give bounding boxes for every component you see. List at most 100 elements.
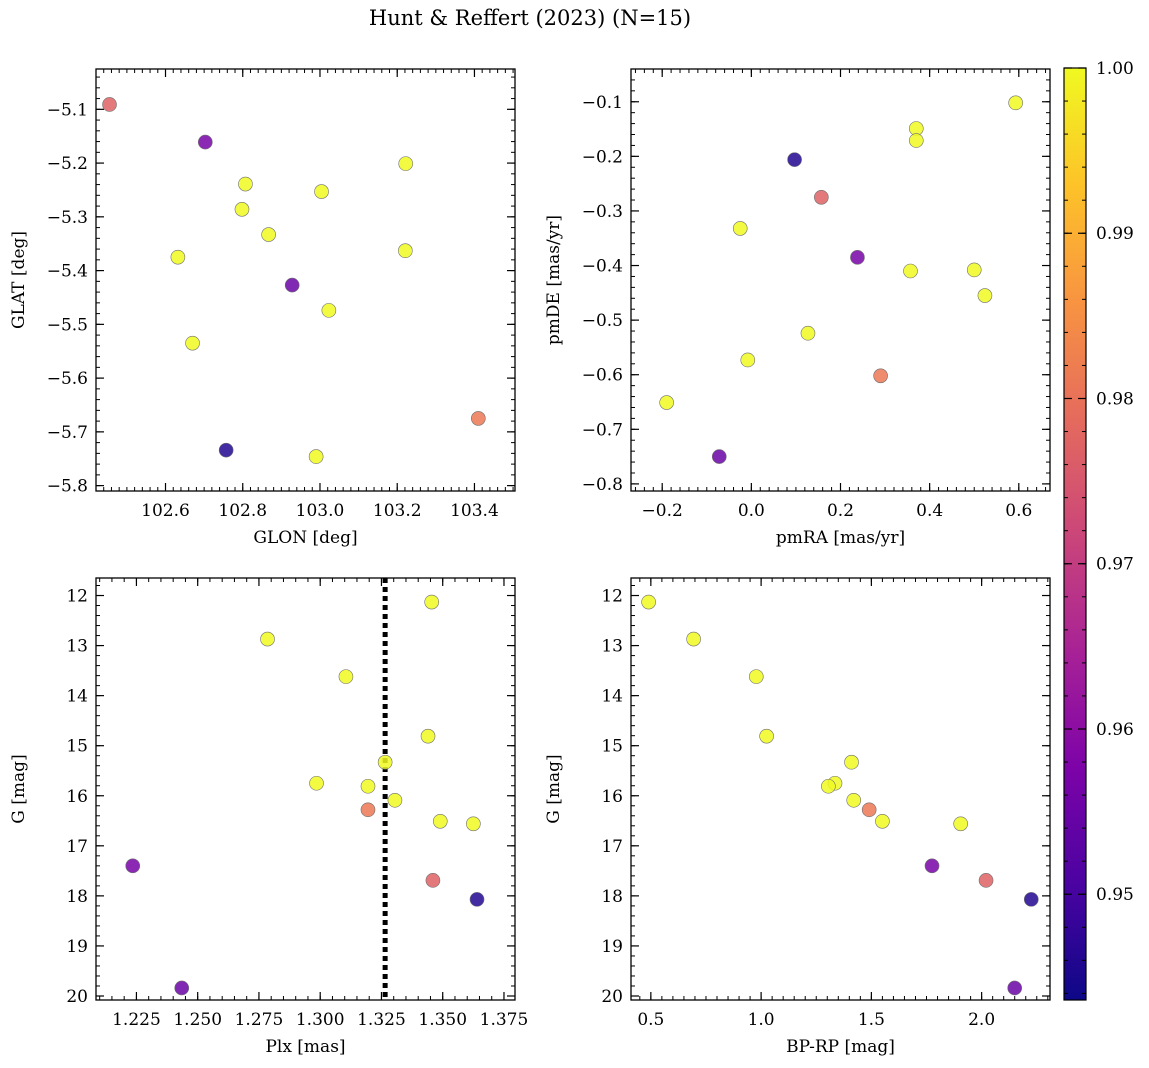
y-tick-label: 18 bbox=[66, 887, 88, 907]
y-tick-label: −0.8 bbox=[582, 475, 623, 495]
data-point bbox=[424, 594, 439, 610]
data-point bbox=[360, 802, 376, 818]
y-axis-label: pmDE [mas/yr] bbox=[544, 215, 564, 345]
y-axis-label: GLAT [deg] bbox=[9, 231, 29, 329]
data-point bbox=[873, 368, 888, 384]
data-point bbox=[261, 227, 276, 242]
y-tick-label: 15 bbox=[66, 737, 88, 757]
data-point bbox=[1023, 892, 1039, 907]
data-point bbox=[787, 152, 802, 167]
y-tick-label: 13 bbox=[66, 637, 88, 657]
x-tick-label: 103.2 bbox=[373, 501, 422, 521]
x-tick-label: 1.5 bbox=[858, 1010, 885, 1030]
y-tick-label: −0.4 bbox=[582, 257, 623, 277]
data-point bbox=[314, 184, 329, 199]
colorbar: 0.95 0.96 0.97 0.98 0.99 1.00 bbox=[1063, 59, 1134, 1001]
data-point bbox=[387, 792, 403, 808]
panel-plx-g: 1.225 1.250 1.275 1.300 1.325 1.350 1.375 12 13 1… bbox=[9, 577, 528, 1057]
y-tick-label: −5.8 bbox=[47, 477, 88, 497]
data-point bbox=[170, 249, 186, 265]
y-tick-label: 16 bbox=[66, 787, 88, 807]
panel-pmra-pmde: −0.2 0.0 0.2 0.4 0.6 −0.1 −0.2 −0.3 −0.4 −0.5 −0.6… bbox=[544, 68, 1051, 548]
data-point bbox=[1007, 980, 1023, 996]
x-tick-label: 0.0 bbox=[738, 501, 765, 521]
colorbar-tick-label: 0.99 bbox=[1096, 224, 1134, 244]
x-tick-label: −0.2 bbox=[642, 501, 683, 521]
data-point bbox=[471, 411, 486, 426]
y-tick-label: −0.2 bbox=[582, 147, 623, 167]
data-point bbox=[903, 263, 918, 279]
data-point bbox=[977, 288, 993, 303]
y-tick-label: −5.3 bbox=[47, 208, 88, 228]
axes-frame bbox=[630, 577, 1051, 1001]
y-tick-label: 16 bbox=[601, 787, 623, 807]
x-tick-label: 1.300 bbox=[296, 1010, 345, 1030]
y-tick-label: 17 bbox=[601, 837, 623, 857]
data-point bbox=[844, 754, 859, 770]
colorbar-tick-label: 0.96 bbox=[1096, 720, 1134, 740]
x-tick-label: 1.275 bbox=[235, 1010, 284, 1030]
data-point bbox=[686, 631, 701, 647]
data-point bbox=[432, 813, 448, 829]
y-tick-label: 17 bbox=[66, 837, 88, 857]
data-point bbox=[338, 669, 354, 684]
y-tick-label: −0.7 bbox=[582, 420, 623, 440]
data-point bbox=[814, 189, 829, 205]
data-point bbox=[924, 858, 940, 874]
x-axis-label: pmRA [mas/yr] bbox=[776, 528, 905, 548]
y-tick-label: −0.3 bbox=[582, 202, 623, 222]
figure-title: Hunt & Reffert (2023) (N=15) bbox=[368, 6, 692, 30]
x-tick-label: 0.6 bbox=[1005, 501, 1032, 521]
x-tick-label: 0.2 bbox=[827, 501, 854, 521]
y-tick-label: −0.1 bbox=[582, 93, 623, 113]
colorbar-tick-label: 0.98 bbox=[1096, 389, 1134, 409]
data-point bbox=[1008, 95, 1023, 111]
y-tick-label: 19 bbox=[66, 937, 88, 957]
data-point bbox=[197, 134, 213, 150]
panel-bprp-g: 0.5 1.0 1.5 2.0 12 13 14 15 16 17 18 19 20 BP-RP [mag… bbox=[544, 577, 1051, 1057]
y-tick-label: 15 bbox=[601, 737, 623, 757]
y-tick-label: 14 bbox=[66, 687, 88, 707]
data-point bbox=[420, 728, 436, 744]
colorbar-bar bbox=[1063, 67, 1087, 1001]
data-point bbox=[966, 262, 982, 278]
data-point bbox=[309, 775, 324, 791]
y-tick-label: 20 bbox=[601, 987, 623, 1007]
x-tick-label: 103.4 bbox=[450, 501, 499, 521]
data-point bbox=[875, 813, 890, 829]
data-point bbox=[850, 250, 865, 265]
axes-frame bbox=[95, 68, 516, 492]
y-tick-label: −5.1 bbox=[47, 100, 88, 120]
data-point bbox=[641, 594, 656, 610]
y-tick-label: 20 bbox=[66, 987, 88, 1007]
data-point bbox=[185, 335, 200, 351]
y-axis-label: G [mag] bbox=[544, 754, 564, 823]
x-tick-label: 1.325 bbox=[357, 1010, 406, 1030]
x-axis-label: Plx [mas] bbox=[265, 1037, 345, 1057]
axes-frame bbox=[630, 68, 1051, 492]
y-tick-label: 18 bbox=[601, 887, 623, 907]
data-point bbox=[466, 816, 481, 832]
x-axis-label: BP-RP [mag] bbox=[786, 1037, 895, 1057]
colorbar-tick-label: 0.97 bbox=[1096, 555, 1134, 575]
data-point bbox=[174, 980, 190, 996]
data-point bbox=[821, 778, 836, 794]
data-point bbox=[377, 754, 393, 770]
x-tick-label: 1.225 bbox=[112, 1010, 161, 1030]
x-tick-label: 2.0 bbox=[968, 1010, 995, 1030]
data-point bbox=[740, 352, 756, 368]
x-tick-label: 1.0 bbox=[748, 1010, 775, 1030]
y-tick-label: 12 bbox=[66, 587, 88, 607]
data-point bbox=[238, 176, 253, 192]
data-point bbox=[102, 97, 117, 112]
data-point bbox=[861, 802, 877, 818]
data-point bbox=[908, 133, 924, 148]
x-tick-label: 0.5 bbox=[637, 1010, 664, 1030]
x-tick-label: 102.6 bbox=[141, 501, 190, 521]
colorbar-tick-label: 0.95 bbox=[1096, 885, 1134, 905]
data-point bbox=[846, 792, 862, 808]
data-point bbox=[308, 449, 324, 464]
y-tick-label: −5.6 bbox=[47, 369, 88, 389]
data-point bbox=[260, 631, 275, 647]
